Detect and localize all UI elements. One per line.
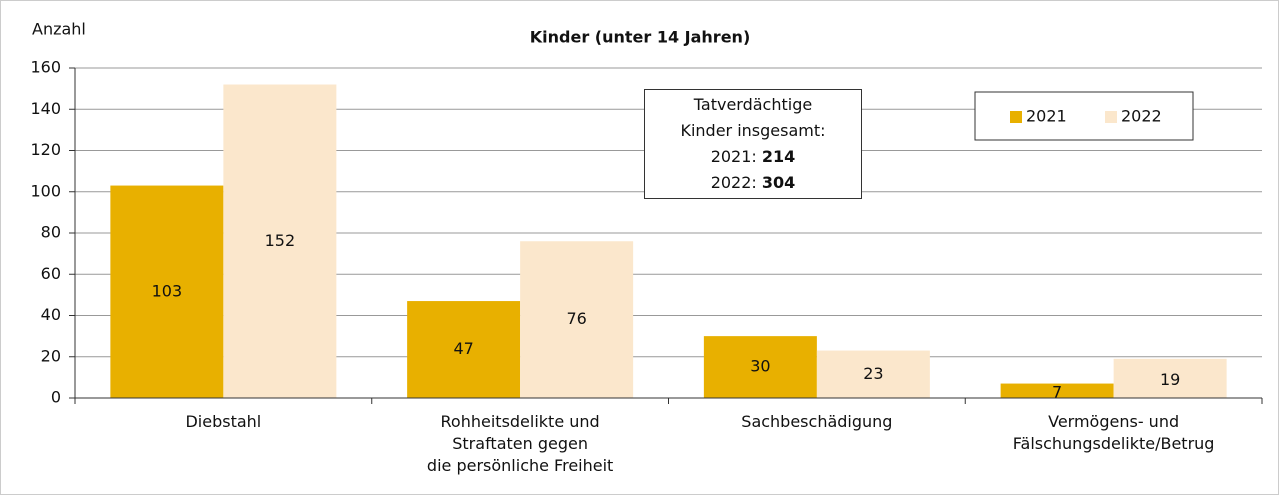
bar	[703, 336, 817, 398]
y-tick-label: 120	[30, 140, 61, 159]
annotation-line: 2022: 304	[645, 170, 861, 196]
y-tick-label: 40	[41, 305, 61, 324]
legend-label: 2022	[1121, 107, 1162, 126]
value-label: 23	[863, 364, 883, 383]
x-tick-label: Diebstahl	[185, 412, 262, 431]
y-tick-label: 140	[30, 99, 61, 118]
legend-swatch	[1010, 111, 1022, 123]
annotation: Tatverdächtige Kinder insgesamt: 2021: 2…	[644, 89, 862, 199]
value-label: 19	[1160, 370, 1180, 389]
annotation-line: 2021: 214	[645, 144, 861, 170]
y-tick-label: 80	[41, 223, 61, 242]
bar	[816, 350, 930, 398]
value-label: 103	[152, 281, 183, 300]
annotation-label: 2021:	[710, 147, 757, 166]
x-tick-label: Sachbeschädigung	[741, 412, 893, 431]
value-label: 76	[566, 309, 586, 328]
annotation-text: Tatverdächtige Kinder insgesamt:	[680, 95, 826, 140]
bar	[110, 185, 224, 398]
bar	[223, 84, 337, 398]
y-tick-label: 160	[30, 58, 61, 77]
bar	[1000, 383, 1114, 398]
x-tick-label: Vermögens- und Fälschungsdelikte/Betrug	[1012, 412, 1215, 453]
value-label: 47	[453, 339, 473, 358]
annotation-value: 304	[761, 173, 796, 192]
legend-label: 2021	[1026, 107, 1067, 126]
chart-title: Kinder (unter 14 Jahren)	[530, 28, 751, 47]
y-axis-label: Anzahl	[32, 20, 86, 39]
bar	[520, 241, 634, 398]
annotation-label: 2022:	[710, 173, 757, 192]
bar	[1113, 358, 1227, 398]
x-tick-label: Rohheitsdelikte und Straftaten gegen die…	[426, 412, 614, 475]
y-tick-label: 100	[30, 181, 61, 200]
legend-swatch	[1105, 111, 1117, 123]
annotation-value: 214	[761, 147, 796, 166]
bar	[407, 301, 521, 398]
value-label: 30	[750, 357, 770, 376]
y-tick-label: 60	[41, 264, 61, 283]
value-label: 152	[265, 231, 296, 250]
y-tick-label: 20	[41, 346, 61, 365]
value-label: 7	[1052, 382, 1062, 401]
y-tick-label: 0	[51, 388, 61, 407]
